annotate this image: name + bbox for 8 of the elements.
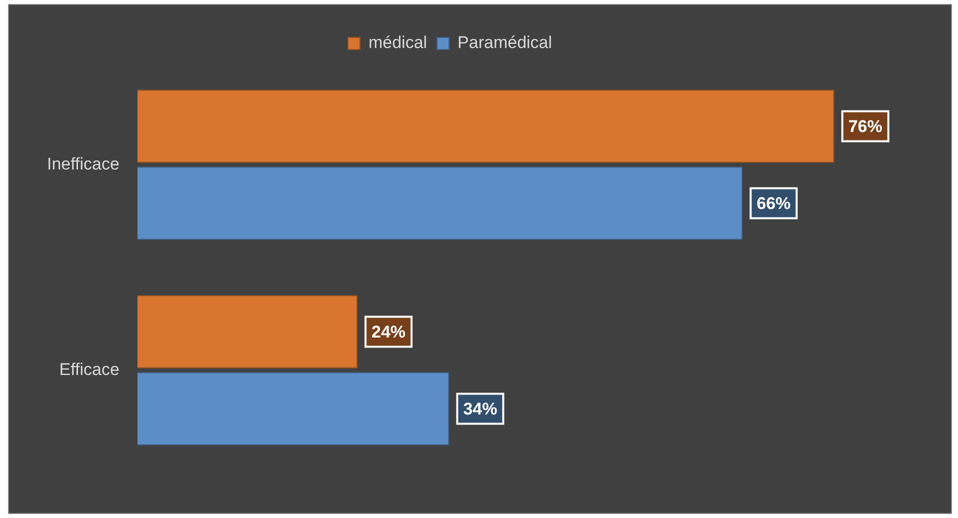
legend-label: Paramédical [458, 33, 552, 52]
legend-label: médical [368, 33, 428, 52]
data-label: 34% [463, 399, 498, 418]
data-label: 66% [756, 194, 791, 213]
data-label: 76% [848, 116, 882, 136]
data-label: 24% [372, 322, 406, 342]
y-tick-label: Inefficace [46, 154, 120, 174]
y-tick-label: Efficace [59, 360, 120, 379]
